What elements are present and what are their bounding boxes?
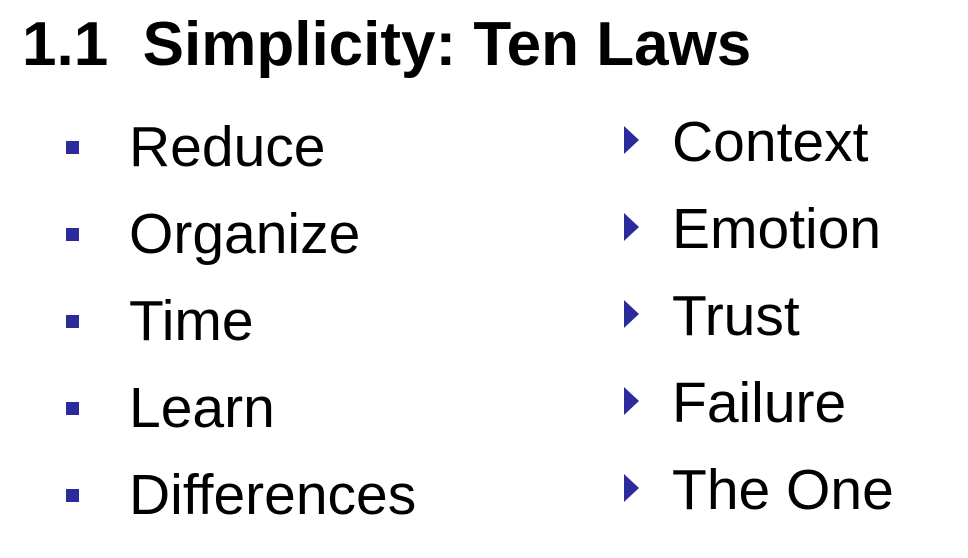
law-label: The One [672, 458, 894, 522]
square-bullet-icon [66, 489, 79, 502]
law-label: Trust [672, 284, 800, 348]
triangle-bullet-icon [624, 387, 639, 415]
square-bullet-icon [66, 315, 79, 328]
triangle-bullet-icon [624, 474, 639, 502]
law-label: Emotion [672, 197, 882, 261]
triangle-bullet-icon [624, 300, 639, 328]
law-label: Learn [129, 376, 275, 440]
square-bullet-icon [66, 402, 79, 415]
law-label: Differences [129, 463, 417, 527]
law-label: Organize [129, 202, 361, 266]
law-label: Reduce [129, 115, 326, 179]
triangle-bullet-icon [624, 126, 639, 154]
law-label: Time [129, 289, 254, 353]
square-bullet-icon [66, 228, 79, 241]
triangle-bullet-icon [624, 213, 639, 241]
law-label: Context [672, 110, 869, 174]
slide-title: 1.1 Simplicity: Ten Laws [22, 10, 752, 79]
square-bullet-icon [66, 141, 79, 154]
law-label: Failure [672, 371, 847, 435]
